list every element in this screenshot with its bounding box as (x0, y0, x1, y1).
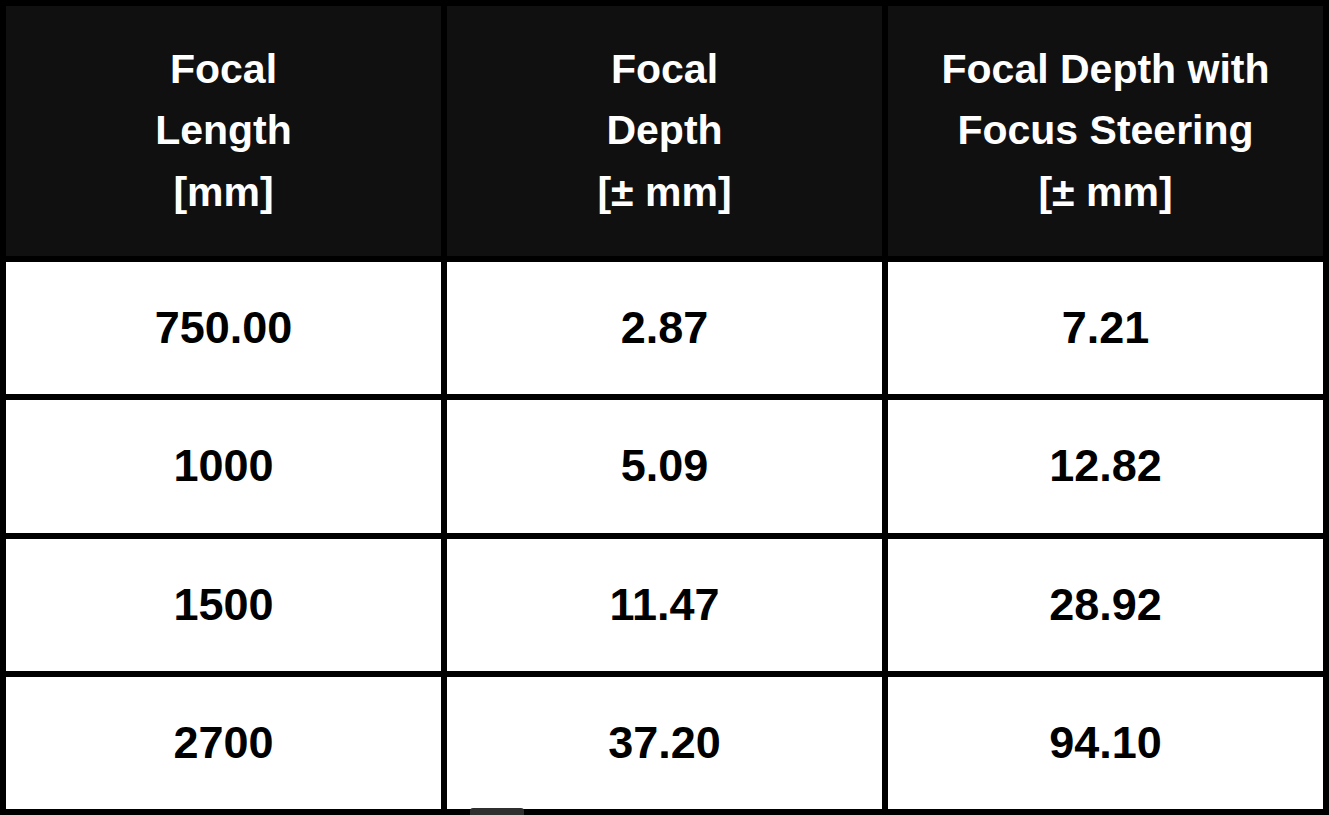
table-row: 750.00 2.87 7.21 (3, 259, 1326, 397)
page: Focal Length [mm] Focal Depth [± mm] Foc… (0, 0, 1329, 815)
column-header-focal-depth-steering: Focal Depth with Focus Steering [± mm] (885, 3, 1326, 259)
focal-depth-table: Focal Length [mm] Focal Depth [± mm] Foc… (0, 0, 1329, 815)
scrollbar-thumb[interactable] (470, 808, 524, 815)
cell-focal-depth-steering: 28.92 (885, 536, 1326, 674)
cell-focal-length: 2700 (3, 674, 444, 812)
cell-focal-depth: 37.20 (444, 674, 885, 812)
table-row: 2700 37.20 94.10 (3, 674, 1326, 812)
cell-focal-depth-steering: 7.21 (885, 259, 1326, 397)
table-row: 1500 11.47 28.92 (3, 536, 1326, 674)
table-row: 1000 5.09 12.82 (3, 397, 1326, 535)
cell-focal-length: 1000 (3, 397, 444, 535)
cell-focal-length: 1500 (3, 536, 444, 674)
cell-focal-depth: 5.09 (444, 397, 885, 535)
cell-focal-length: 750.00 (3, 259, 444, 397)
column-header-focal-length: Focal Length [mm] (3, 3, 444, 259)
cell-focal-depth-steering: 12.82 (885, 397, 1326, 535)
cell-focal-depth: 2.87 (444, 259, 885, 397)
header-row: Focal Length [mm] Focal Depth [± mm] Foc… (3, 3, 1326, 259)
table-body: 750.00 2.87 7.21 1000 5.09 12.82 1500 11… (3, 259, 1326, 812)
table-header: Focal Length [mm] Focal Depth [± mm] Foc… (3, 3, 1326, 259)
column-header-focal-depth: Focal Depth [± mm] (444, 3, 885, 259)
cell-focal-depth: 11.47 (444, 536, 885, 674)
cell-focal-depth-steering: 94.10 (885, 674, 1326, 812)
